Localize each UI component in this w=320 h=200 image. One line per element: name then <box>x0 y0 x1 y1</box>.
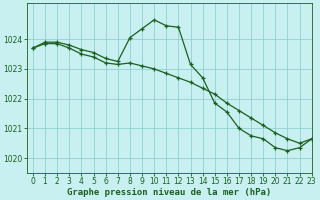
X-axis label: Graphe pression niveau de la mer (hPa): Graphe pression niveau de la mer (hPa) <box>67 188 271 197</box>
